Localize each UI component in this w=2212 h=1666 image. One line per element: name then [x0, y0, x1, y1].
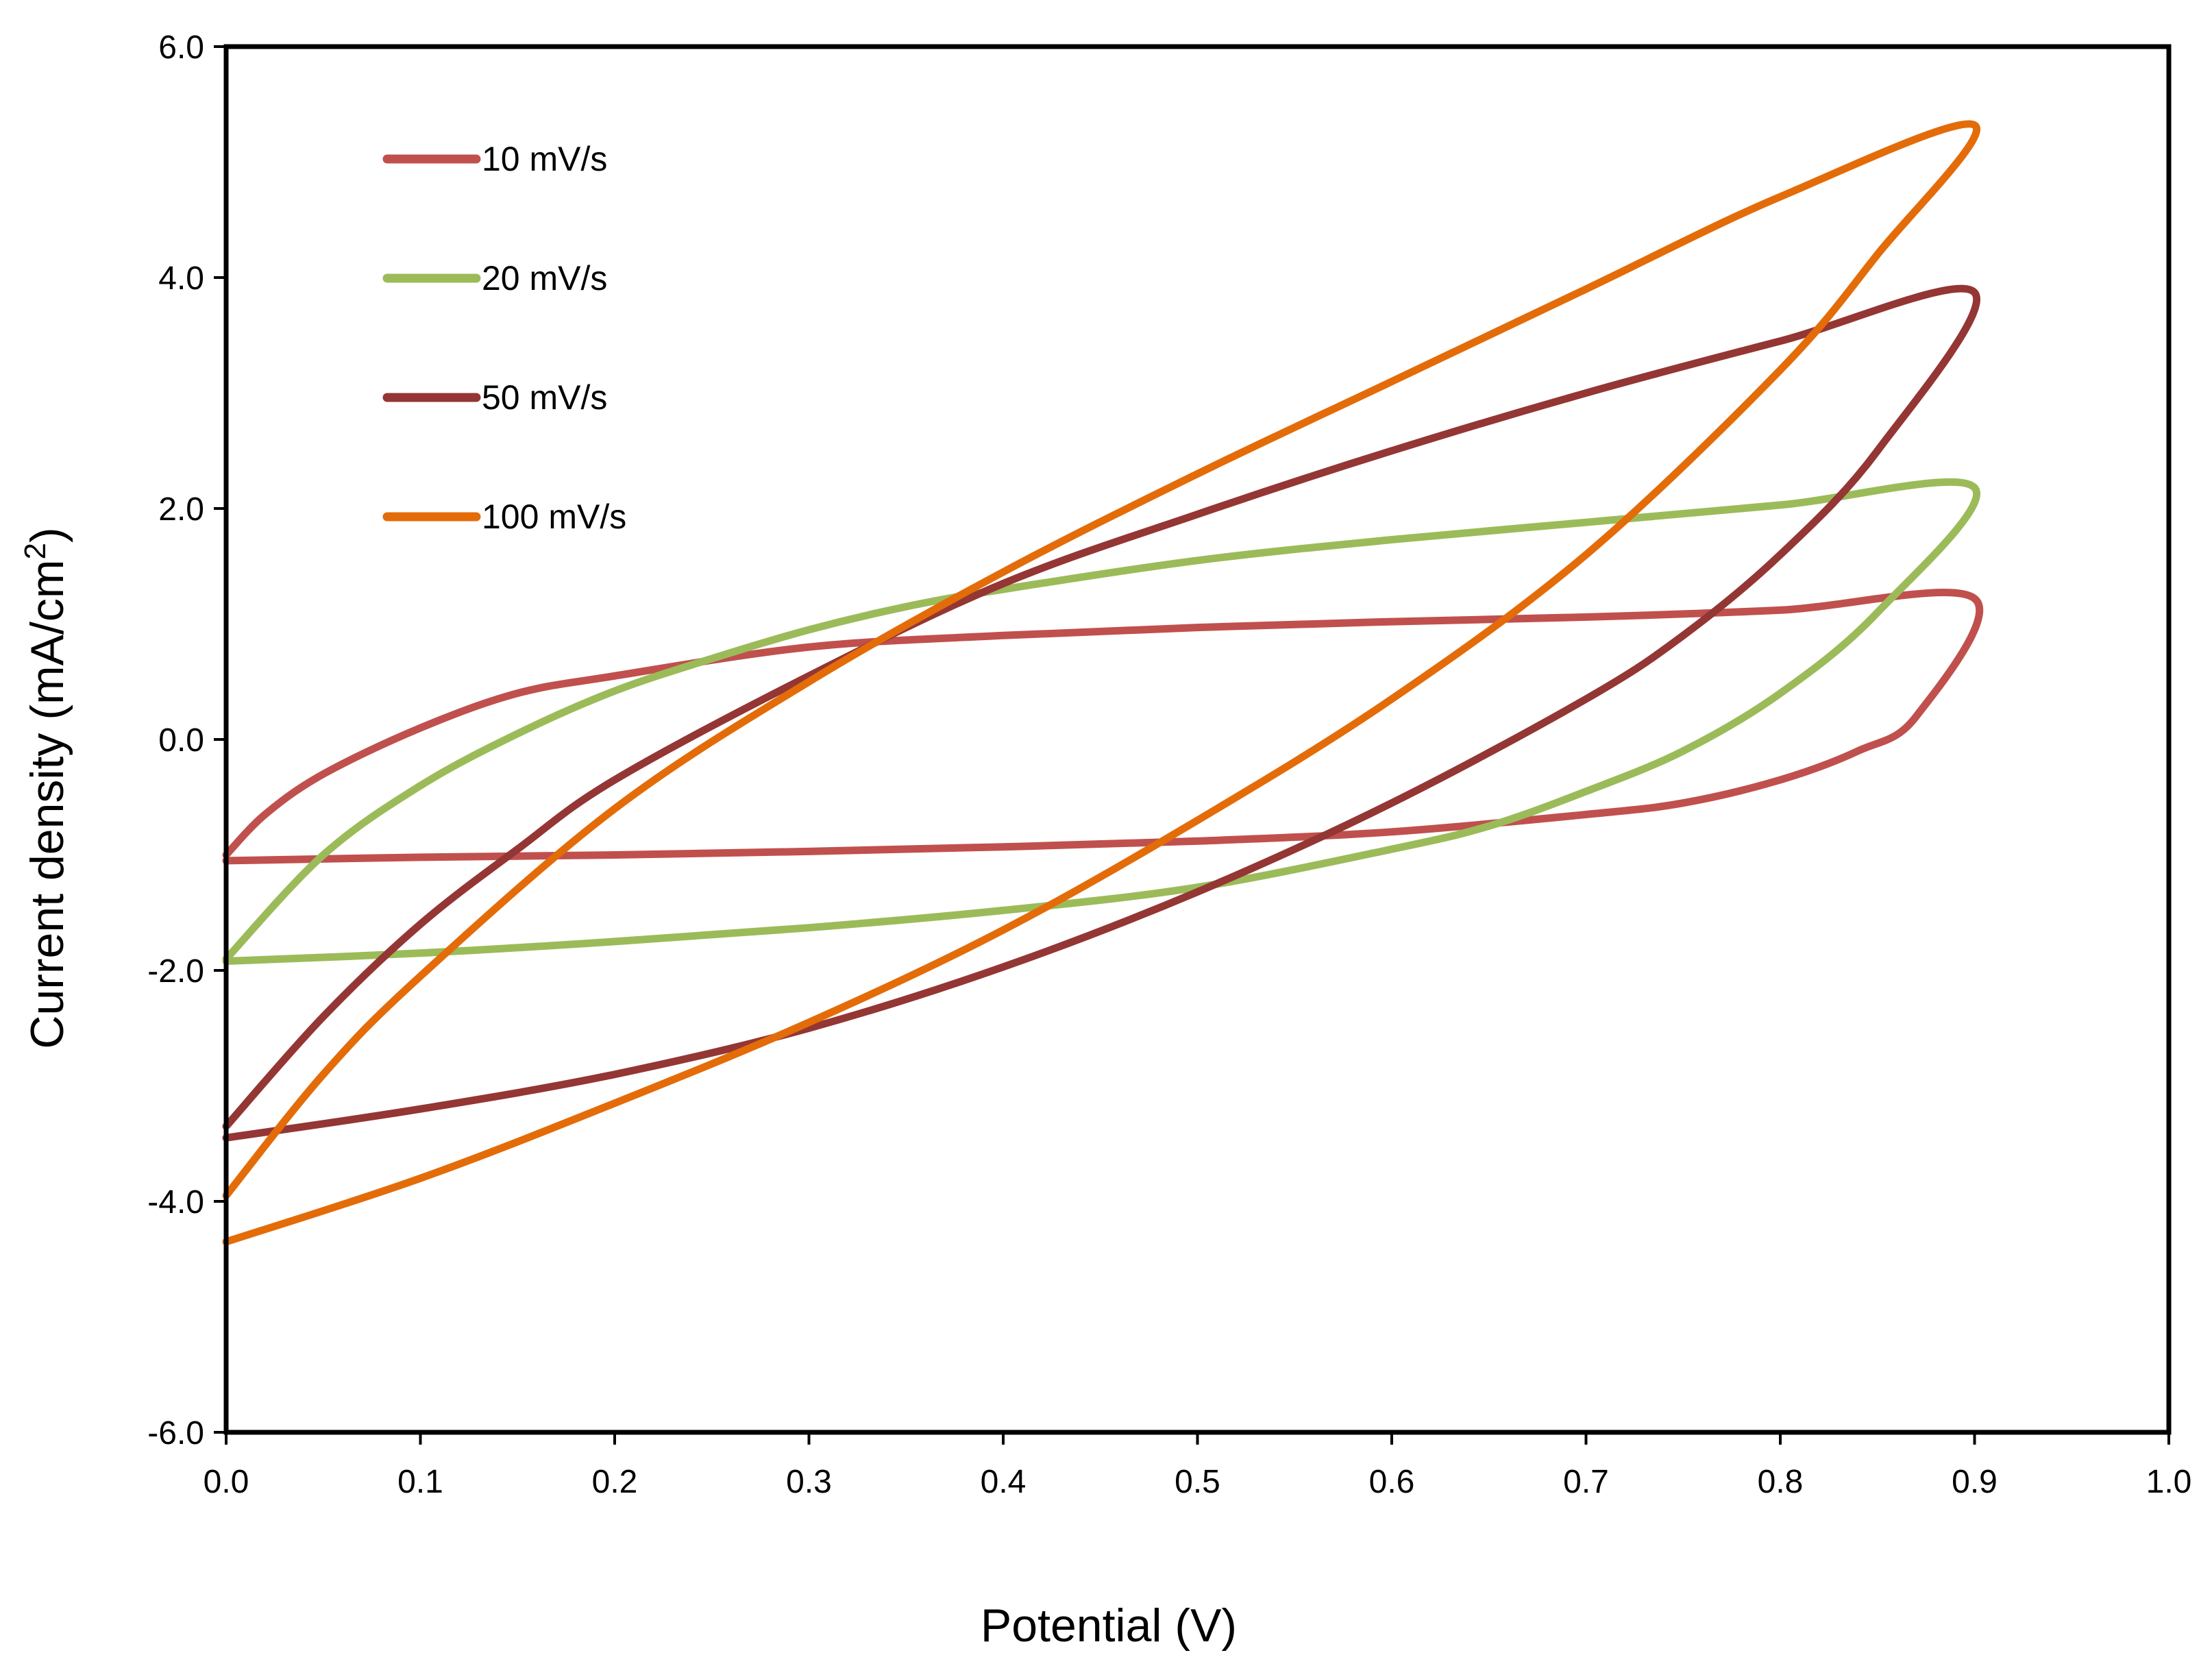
series-layer: [222, 120, 1984, 1246]
x-tick-label: 0.8: [1758, 1464, 1804, 1500]
x-tick-label: 0.9: [1952, 1464, 1998, 1500]
y-tick-label: 0.0: [158, 722, 204, 759]
legend: 10 mV/s 20 mV/s 50 mV/s 100 mV/s: [382, 140, 626, 536]
legend-label: 50 mV/s: [482, 378, 607, 417]
x-tick-label: 0.6: [1369, 1464, 1415, 1500]
y-axis-title-superscript: 2: [19, 543, 52, 559]
y-axis-title-close: ): [21, 527, 73, 543]
legend-label: 20 mV/s: [482, 259, 607, 297]
y-tick-label: 6.0: [158, 29, 204, 66]
x-tick-label: 0.5: [1175, 1464, 1220, 1500]
legend-label: 10 mV/s: [482, 140, 607, 178]
y-tick-label: 4.0: [158, 260, 204, 297]
x-tick-label: 0.2: [592, 1464, 638, 1500]
series-line-50-mv-s: [222, 284, 1980, 1142]
legend-label: 100 mV/s: [482, 498, 626, 536]
series-line-100-mv-s: [222, 120, 1980, 1246]
y-tick-label: -6.0: [147, 1415, 204, 1451]
x-tick-label: 0.7: [1563, 1464, 1609, 1500]
y-axis-title-main: Current density (mA/cm: [21, 559, 73, 1049]
series-line-20-mv-s: [222, 478, 1980, 965]
x-tick-label: 0.3: [786, 1464, 832, 1500]
y-tick-label: -4.0: [147, 1184, 204, 1221]
x-tick-label: 0.1: [397, 1464, 443, 1500]
y-tick-label: 2.0: [158, 491, 204, 528]
x-tick-label: 0.4: [981, 1464, 1027, 1500]
y-tick-label: -2.0: [147, 953, 204, 990]
ticks-layer: 0.0 0.1 0.2 0.3 0.4 0.5 0.6 0.7 0.8 0.9 1.0 -6.0 -4.…: [147, 29, 2191, 1500]
x-tick-label: 0.0: [204, 1464, 249, 1500]
y-axis-title: Current density (mA/cm2): [19, 527, 73, 1049]
x-axis-title: Potential (V): [981, 1600, 1237, 1652]
series-line-10-mv-s: [222, 589, 1984, 865]
x-tick-label: 1.0: [2146, 1464, 2192, 1500]
